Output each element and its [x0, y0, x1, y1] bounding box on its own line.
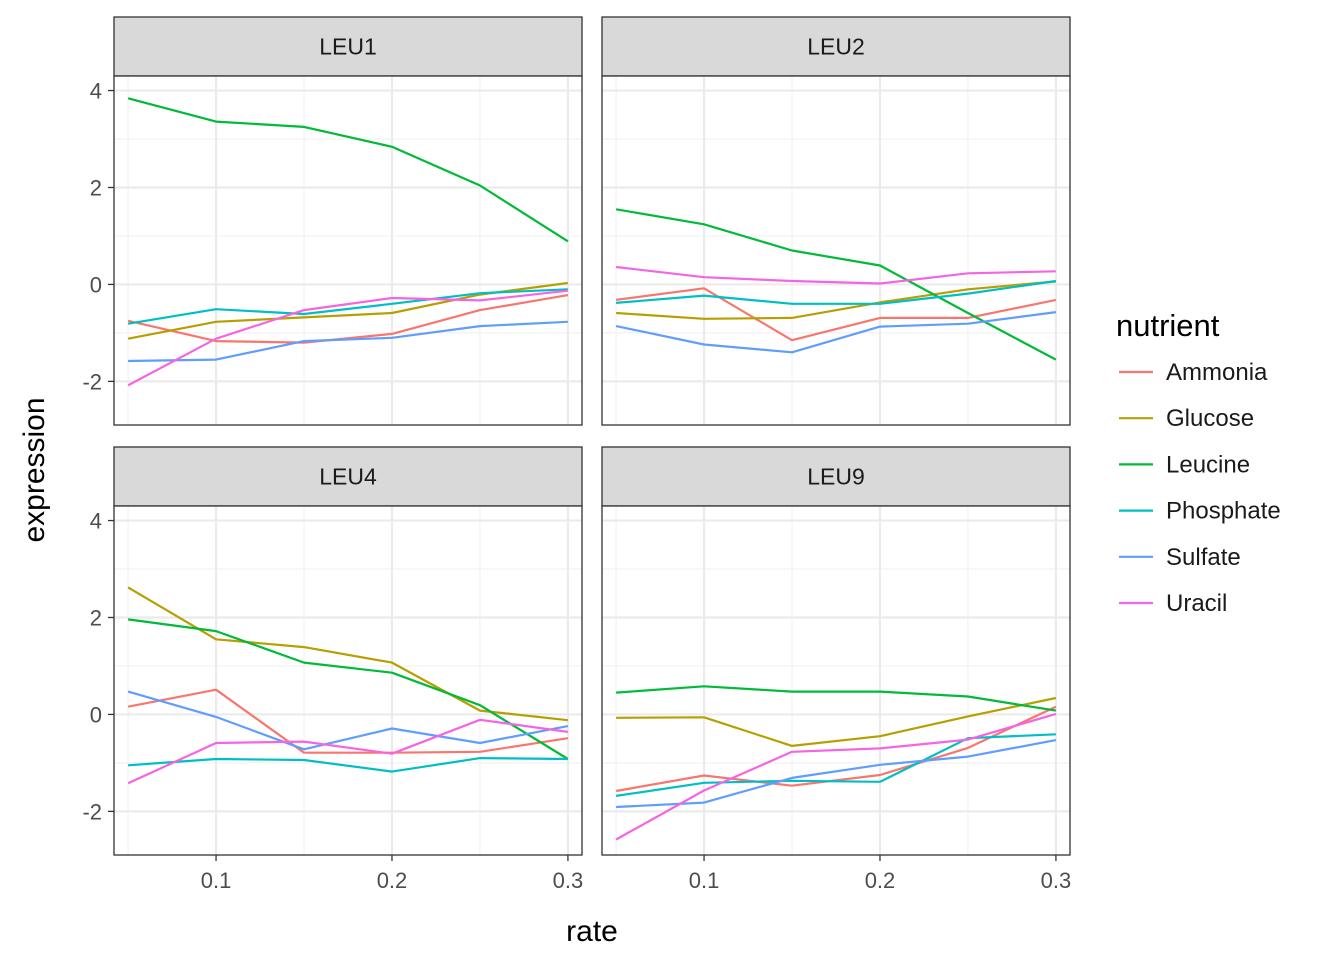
- panel-border: [601, 75, 1071, 426]
- facet-strip: [113, 446, 583, 507]
- facet-strip-label: LEU2: [807, 34, 865, 60]
- x-tick-label: 0.1: [689, 868, 720, 893]
- legend-item-sulfate: Sulfate: [1119, 544, 1241, 571]
- y-tick-label: 4: [90, 79, 102, 104]
- y-axis-title: expression: [18, 397, 51, 542]
- panel-leu1: LEU1: [113, 16, 583, 426]
- y-tick-label: 2: [90, 175, 102, 200]
- series-line-phosphate: [127, 288, 568, 325]
- panel-border: [601, 505, 1071, 856]
- legend-item-leucine: Leucine: [1119, 451, 1250, 478]
- panel-background: [114, 76, 582, 425]
- y-tick-label: 0: [90, 272, 102, 297]
- series-line-sulfate: [128, 320, 568, 363]
- series-line-ammonia: [615, 287, 1057, 342]
- x-axis-title: rate: [566, 915, 618, 948]
- facet-strip-label: LEU1: [319, 34, 377, 60]
- legend: nutrient Ammonia Glucose Leucine Phosphate S…: [1116, 308, 1281, 617]
- series-line-uracil: [127, 718, 569, 785]
- facet-strip-label: LEU4: [319, 464, 377, 490]
- y-tick-label: 4: [90, 509, 102, 534]
- panels: LEU1 LEU2 LEU4 LEU9: [113, 16, 1071, 856]
- series-line-uracil: [615, 265, 1056, 285]
- series-line-ammonia: [127, 688, 569, 754]
- y-tick-label: -2: [82, 799, 102, 824]
- panel-leu2: LEU2: [601, 16, 1071, 426]
- y-tick-label: 0: [90, 702, 102, 727]
- x-tick-label: 0.3: [1041, 868, 1072, 893]
- panel-leu4: LEU4: [113, 446, 583, 856]
- panel-background: [602, 506, 1070, 855]
- series-line-phosphate: [128, 756, 568, 773]
- series-line-leucine: [127, 618, 569, 760]
- series-line-ammonia: [127, 294, 569, 344]
- series-line-sulfate: [616, 739, 1057, 809]
- series-line-sulfate: [615, 311, 1057, 354]
- y-tick-label: -2: [82, 369, 102, 394]
- legend-label: Phosphate: [1166, 498, 1281, 525]
- x-tick-label: 0.2: [377, 868, 408, 893]
- x-axis-ticks: 0.1 0.2 0.3 0.1 0.2 0.3: [201, 855, 1071, 893]
- series-line-sulfate: [127, 690, 569, 751]
- series-line-phosphate: [616, 279, 1057, 305]
- legend-label: Sulfate: [1166, 544, 1241, 571]
- series-line-leucine: [616, 685, 1057, 712]
- legend-label: Uracil: [1166, 590, 1227, 617]
- legend-label: Leucine: [1166, 451, 1250, 478]
- series-line-phosphate: [615, 733, 1056, 797]
- facet-strip-label: LEU9: [807, 464, 865, 490]
- legend-item-ammonia: Ammonia: [1119, 359, 1268, 386]
- x-tick-label: 0.2: [865, 868, 896, 893]
- series-line-uracil: [127, 289, 569, 387]
- x-tick-label: 0.3: [553, 868, 584, 893]
- x-tick-label: 0.1: [201, 868, 232, 893]
- series-line-glucose: [127, 586, 569, 722]
- legend-items: Ammonia Glucose Leucine Phosphate Sulfate Ura…: [1119, 359, 1281, 617]
- series-line-uracil: [615, 712, 1057, 841]
- y-axis-ticks: -2 0 2 4 -2 0 2 4: [82, 79, 114, 824]
- legend-title: nutrient: [1116, 308, 1220, 343]
- panel-background: [114, 506, 582, 855]
- panel-leu9: LEU9: [601, 446, 1071, 856]
- panel-background: [602, 76, 1070, 425]
- y-tick-label: 2: [90, 605, 102, 630]
- panel-border: [113, 505, 583, 856]
- legend-label: Glucose: [1166, 405, 1254, 432]
- series-line-glucose: [616, 280, 1056, 320]
- legend-item-glucose: Glucose: [1119, 405, 1254, 432]
- panel-border: [113, 75, 583, 426]
- facet-strip: [601, 446, 1071, 507]
- series-line-leucine: [127, 97, 569, 243]
- legend-item-uracil: Uracil: [1119, 590, 1227, 617]
- legend-label: Ammonia: [1166, 359, 1268, 386]
- facet-strip: [113, 16, 583, 77]
- legend-item-phosphate: Phosphate: [1119, 498, 1281, 525]
- series-line-glucose: [616, 696, 1057, 748]
